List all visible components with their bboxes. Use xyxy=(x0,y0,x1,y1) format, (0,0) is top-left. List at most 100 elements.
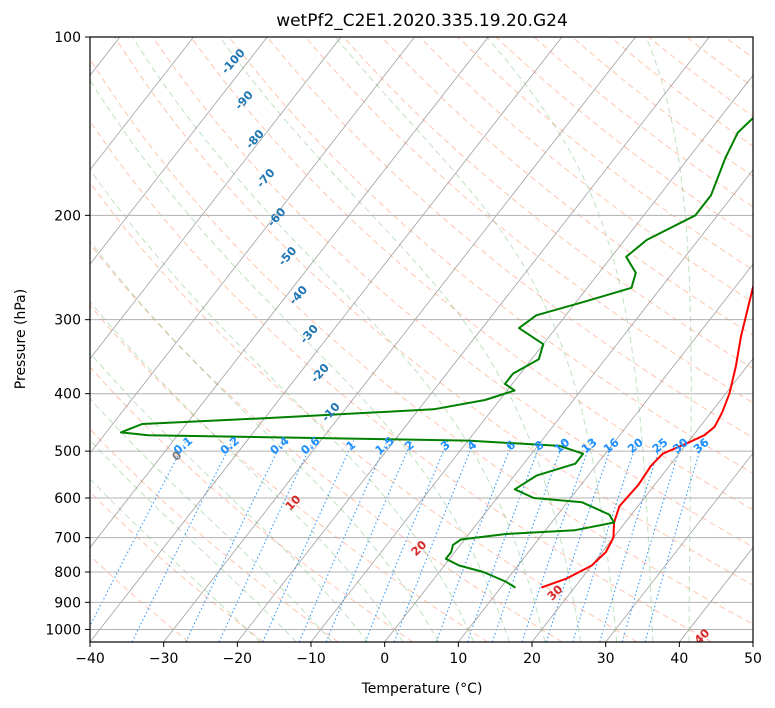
isotherm xyxy=(90,37,415,454)
dry-adiabat xyxy=(533,37,753,208)
y-tick-label: 200 xyxy=(54,208,81,224)
y-axis-ticks: 100 200 300 400 500 600 700 800 900 1000 xyxy=(45,30,90,638)
mixing-ratio-line xyxy=(491,440,565,642)
isotherm xyxy=(531,358,753,642)
y-tick-label: 600 xyxy=(54,491,81,507)
mixing-ratio-line xyxy=(185,440,283,642)
dry-adiabat xyxy=(90,181,638,642)
moist-adiabat-label: -100 xyxy=(218,46,248,77)
mixing-ratio-line xyxy=(131,440,234,642)
x-tick-label: 40 xyxy=(670,651,688,667)
moist-adiabat xyxy=(486,37,654,642)
moist-adiabat xyxy=(645,37,692,642)
dry-adiabat xyxy=(90,491,264,642)
moist-adiabat-label: -60 xyxy=(264,205,288,230)
dry-adiabat xyxy=(686,37,753,88)
mixing-ratio-label: 30 xyxy=(670,435,691,456)
dewpoint-profile xyxy=(119,116,753,589)
y-axis-label: Pressure (hPa) xyxy=(13,289,29,389)
moist-adiabat-label: -90 xyxy=(232,88,256,113)
x-tick-label: 30 xyxy=(597,651,615,667)
mixing-ratio-line xyxy=(621,440,683,642)
moist-adiabat-label: -50 xyxy=(275,244,299,269)
dry-adiabat xyxy=(90,428,339,642)
y-tick-label: 400 xyxy=(54,387,81,403)
dry-adiabat xyxy=(90,554,190,642)
x-tick-label: 10 xyxy=(449,651,467,667)
mixing-ratio-label: 20 xyxy=(625,435,646,456)
moist-adiabat-label: -30 xyxy=(297,322,321,347)
moist-adiabat-label: -10 xyxy=(319,400,343,425)
isotherm xyxy=(90,37,563,642)
x-axis-ticks: −40 −30 −20 −10 0 10 20 30 40 50 xyxy=(75,642,762,667)
x-tick-label: −40 xyxy=(75,651,105,667)
moist-adiabat xyxy=(132,37,546,642)
moist-adiabat-label: -40 xyxy=(286,283,310,308)
background-lines xyxy=(90,37,753,642)
dry-adiabat xyxy=(190,37,753,511)
isotherm xyxy=(90,37,194,171)
moist-adiabat xyxy=(90,397,333,642)
isotherm xyxy=(310,74,753,642)
mixing-ratio-line xyxy=(545,440,614,642)
moist-adiabat xyxy=(90,168,475,642)
moist-adiabat xyxy=(219,37,582,642)
mixing-ratio-label: 16 xyxy=(600,435,621,456)
isotherm xyxy=(90,37,489,549)
y-tick-label: 1000 xyxy=(45,622,81,638)
x-tick-label: −30 xyxy=(149,651,179,667)
y-tick-label: 100 xyxy=(54,30,81,46)
moist-adiabat xyxy=(90,79,510,642)
mixing-ratio-line xyxy=(262,440,355,642)
moist-adiabat xyxy=(90,240,439,642)
dry-adiabat xyxy=(228,37,753,474)
dry-adiabat xyxy=(90,243,563,642)
dry-adiabat xyxy=(90,120,712,642)
dry-adiabat xyxy=(304,37,753,404)
isotherm xyxy=(163,37,636,642)
moist-adiabat xyxy=(90,300,404,642)
x-tick-label: 50 xyxy=(744,651,762,667)
x-tick-label: −10 xyxy=(296,651,326,667)
mixing-ratio-line xyxy=(466,440,543,642)
mixing-ratio-label: 1.5 xyxy=(372,434,397,458)
moist-adiabat xyxy=(90,478,261,642)
mixing-ratio-line xyxy=(599,440,663,642)
plot-frame xyxy=(89,36,754,643)
x-tick-label: −20 xyxy=(223,651,253,667)
dry-adiabat xyxy=(114,37,753,586)
isotherm xyxy=(752,641,753,642)
mixing-ratio-line xyxy=(644,440,704,642)
x-tick-label: 20 xyxy=(523,651,541,667)
y-tick-label: 700 xyxy=(54,531,81,547)
isotherm xyxy=(90,37,268,265)
dry-adiabat xyxy=(152,37,753,548)
moist-adiabat xyxy=(90,352,369,642)
y-tick-label: 500 xyxy=(54,444,81,460)
dry-adiabat-label: 10 xyxy=(282,492,303,513)
mixing-ratio-line xyxy=(325,440,413,642)
mixing-ratio-line xyxy=(298,440,388,642)
moist-adiabat xyxy=(334,37,618,642)
mixing-ratio-label: 25 xyxy=(649,435,670,456)
y-tick-label: 800 xyxy=(54,565,81,581)
x-tick-label: 0 xyxy=(380,651,389,667)
pressure-gridlines xyxy=(90,37,753,630)
dry-adiabat xyxy=(90,58,753,625)
mixing-ratio-line xyxy=(521,440,592,642)
mixing-ratio-line xyxy=(90,440,187,628)
x-axis-label: Temperature (°C) xyxy=(361,681,483,697)
temperature-profile xyxy=(540,282,753,589)
isotherm xyxy=(237,37,710,642)
mixing-ratio-label: 10 xyxy=(551,435,572,456)
isotherm xyxy=(458,263,753,642)
y-tick-label: 300 xyxy=(54,313,81,329)
dry-adiabat xyxy=(419,37,753,303)
moist-adiabat xyxy=(90,439,297,642)
isotherm xyxy=(384,169,753,642)
dry-adiabat xyxy=(381,37,753,336)
isotherm xyxy=(90,37,342,360)
isotherm xyxy=(605,452,753,642)
